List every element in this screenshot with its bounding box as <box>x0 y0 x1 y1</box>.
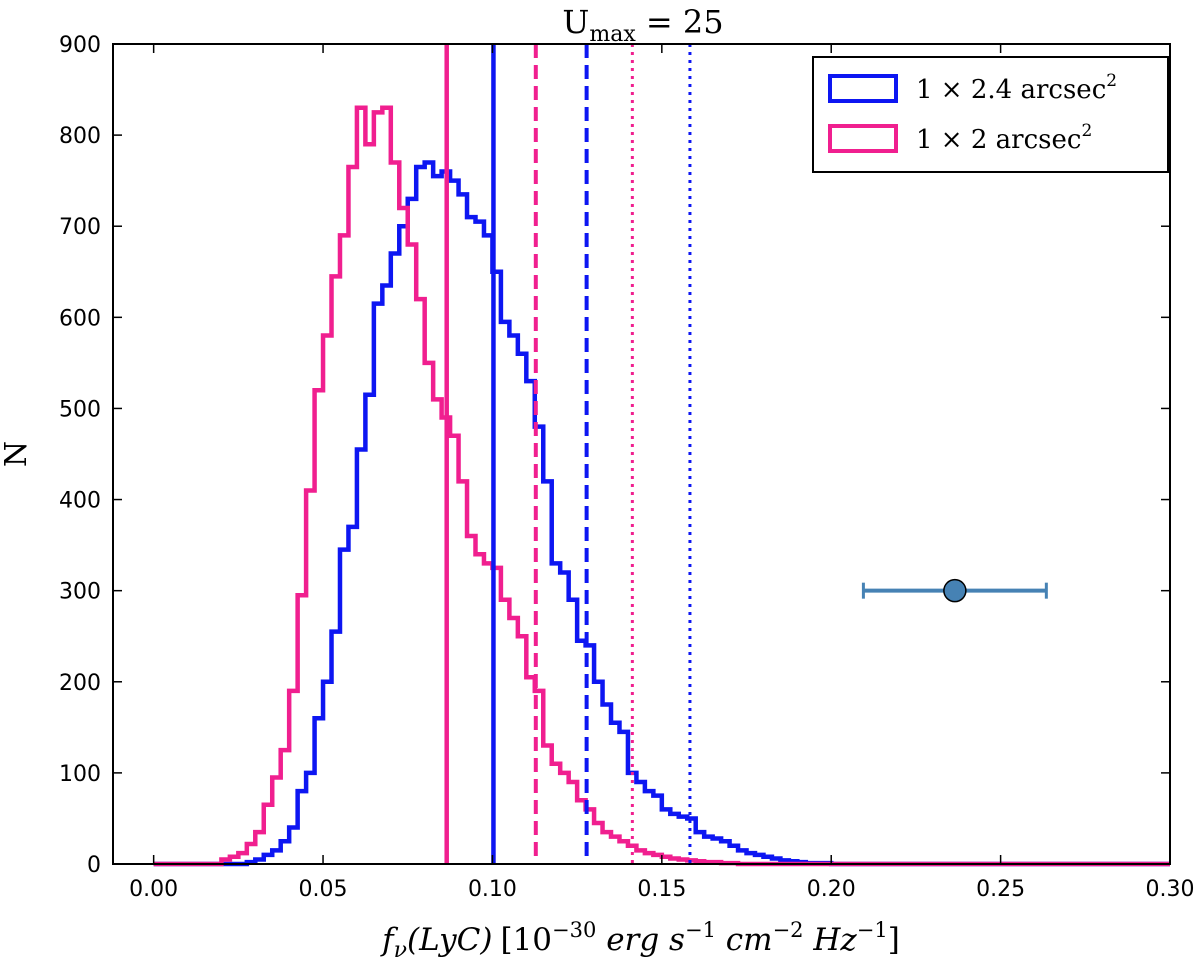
legend-swatch-blue <box>828 74 898 103</box>
x-label-paren: (LyC) <box>407 922 492 958</box>
y-tick-label: 0 <box>87 853 101 878</box>
axes-layer: 0.00 0.05 0.10 0.15 0.20 0.25 0.30 0 100 200 300 40… <box>59 33 1194 902</box>
chart-title-subscript: max <box>589 22 636 47</box>
x-label-units-exp: −30 <box>552 918 596 942</box>
y-tick-label: 300 <box>59 580 101 605</box>
y-tick-label: 200 <box>59 671 101 696</box>
legend-label-blue: 1 × 2.4 arcsec2 <box>916 71 1117 105</box>
x-tick-label: 0.25 <box>976 877 1025 902</box>
x-label-units-e2: −2 <box>773 918 804 942</box>
x-tick-label: 0.20 <box>807 877 856 902</box>
y-tick-label: 500 <box>59 397 101 422</box>
y-tick-label: 400 <box>59 489 101 514</box>
x-label-units-e3: −1 <box>857 918 888 942</box>
chart-title-rest: = 25 <box>636 3 724 41</box>
x-tick-label: 0.00 <box>129 877 178 902</box>
x-label-units-hz: Hz <box>804 922 858 958</box>
x-label-units-rest: erg s <box>596 922 685 958</box>
x-label-units-open: [10 <box>500 922 552 958</box>
x-label-units-cm: cm <box>716 922 773 958</box>
chart-title: Umax = 25 <box>562 3 723 47</box>
y-tick-label: 900 <box>59 33 101 58</box>
plot-layer <box>153 44 1170 867</box>
histogram-pink <box>153 105 1170 867</box>
plot-frame <box>112 43 1171 865</box>
chart-title-main: U <box>562 3 589 41</box>
legend-label-pink: 1 × 2 arcsec2 <box>916 121 1092 155</box>
x-tick-label: 0.30 <box>1146 877 1195 902</box>
x-tick-label: 0.05 <box>299 877 348 902</box>
x-label-units-e1: −1 <box>685 918 716 942</box>
data-point-marker <box>943 578 967 603</box>
x-label-units-close: ] <box>888 922 900 958</box>
y-tick-label: 100 <box>59 762 101 787</box>
histogram-blue <box>153 160 1170 867</box>
x-tick-label: 0.15 <box>637 877 686 902</box>
y-axis-label: N <box>0 441 34 467</box>
y-tick-label: 800 <box>59 124 101 149</box>
x-label-nu: ν <box>394 938 407 963</box>
y-tick-label: 600 <box>59 306 101 331</box>
x-tick-label: 0.10 <box>468 877 517 902</box>
x-axis-label: fν(LyC) [10−30 erg s−1 cm−2 Hz−1] <box>380 918 900 963</box>
legend: 1 × 2.4 arcsec2 1 × 2 arcsec2 <box>812 56 1169 173</box>
y-tick-label: 700 <box>59 215 101 240</box>
legend-swatch-pink <box>828 124 898 153</box>
